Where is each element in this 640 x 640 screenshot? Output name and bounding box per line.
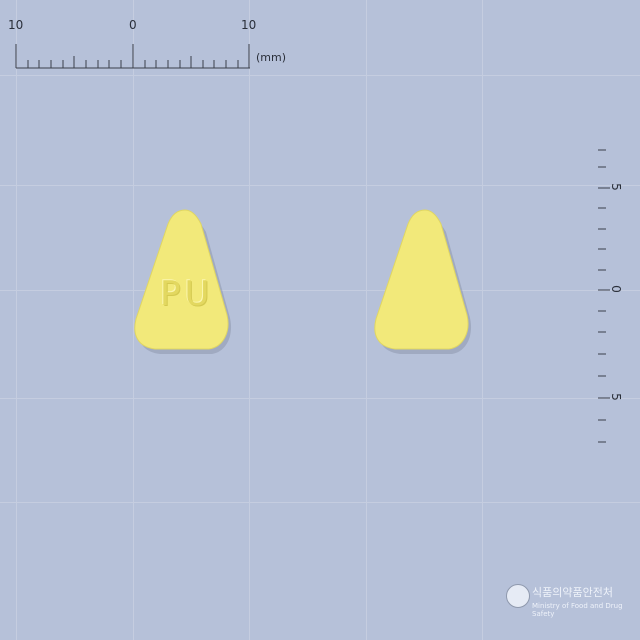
ruler-right-label: 5	[608, 183, 623, 191]
pill-imprint: PU	[160, 274, 214, 314]
ruler-top-label: 10	[241, 18, 257, 32]
agency-watermark: 식품의약품안전처 Ministry of Food and Drug Safet…	[506, 582, 636, 622]
top-ruler	[15, 44, 250, 69]
grid-line	[0, 290, 640, 291]
grid-line	[0, 502, 640, 503]
grid-line	[133, 0, 134, 640]
grid-line	[0, 75, 640, 76]
ruler-right-label: 5	[608, 393, 623, 401]
grid-line	[0, 398, 640, 399]
grid-line	[482, 0, 483, 640]
watermark-english: Ministry of Food and Drug Safety	[532, 602, 623, 618]
grid-line	[366, 0, 367, 640]
watermark-korean: 식품의약품안전처	[532, 586, 613, 599]
ruler-top-label: 10	[8, 18, 24, 32]
pill-back	[374, 209, 469, 350]
grid-line	[249, 0, 250, 640]
ruler-right-label: 0	[608, 285, 623, 293]
grid-line	[0, 185, 640, 186]
pill-front	[134, 209, 229, 350]
agency-logo-icon	[506, 584, 530, 608]
ruler-unit-label: (mm)	[256, 51, 287, 64]
right-ruler	[598, 149, 610, 443]
ruler-top-label: 0	[129, 18, 137, 32]
grid-line	[16, 0, 17, 640]
